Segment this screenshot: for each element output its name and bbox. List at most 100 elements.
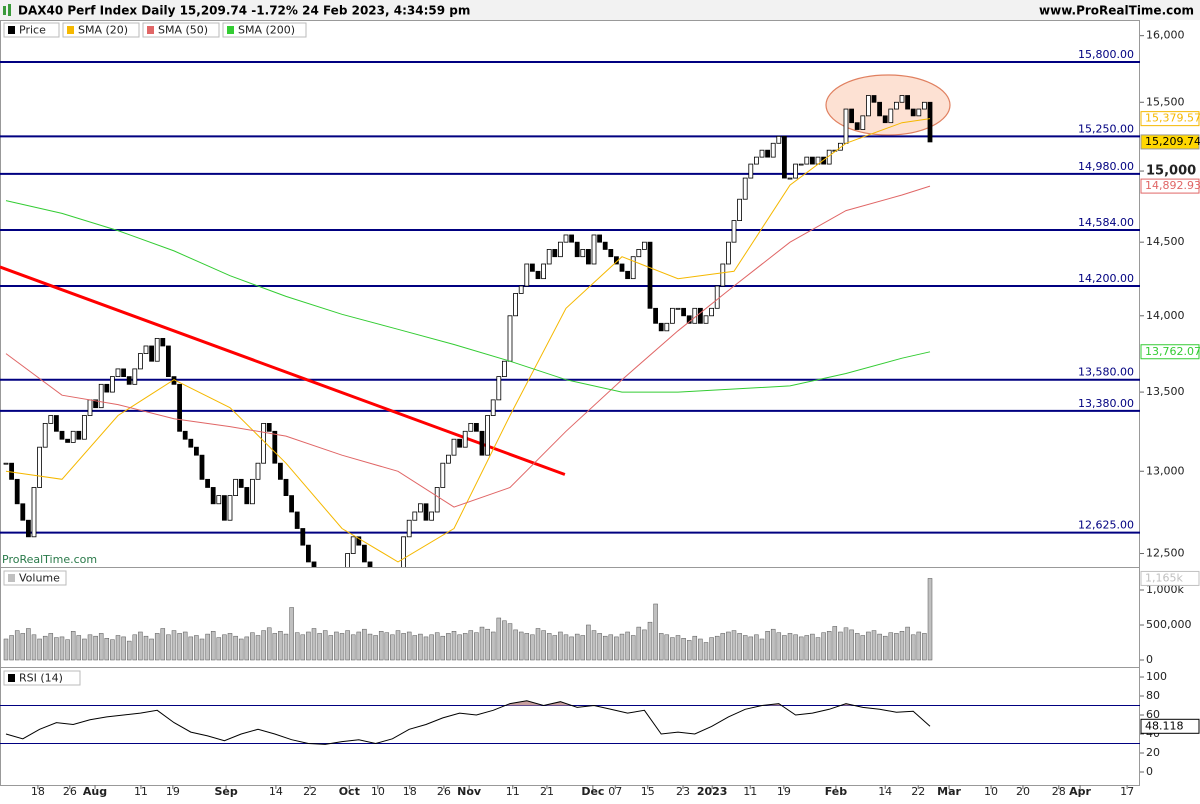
legend-box[interactable] xyxy=(3,22,60,38)
candle xyxy=(899,95,905,103)
candle xyxy=(132,368,138,385)
volume-bar xyxy=(843,627,849,661)
candle xyxy=(205,478,210,488)
legend-box[interactable] xyxy=(3,570,67,586)
value-tag xyxy=(1140,718,1200,734)
volume-bar xyxy=(748,636,754,661)
value-tag-label: 15,209.74 xyxy=(1145,135,1200,148)
y-tick-label: 13,000 xyxy=(1146,464,1185,477)
volume-bar xyxy=(132,634,138,661)
x-tick-label: 14 xyxy=(878,785,892,798)
volume-bar xyxy=(261,630,266,661)
volume-bar xyxy=(776,632,782,661)
candle xyxy=(104,383,110,393)
volume-bar xyxy=(591,630,597,661)
volume-bar xyxy=(698,638,703,661)
candle xyxy=(653,307,658,324)
legend-box[interactable] xyxy=(142,22,220,38)
legend-label[interactable]: SMA (20) xyxy=(78,24,128,37)
volume-bar xyxy=(70,631,76,661)
volume-bar xyxy=(171,630,177,661)
candle xyxy=(765,149,770,158)
legend-box[interactable] xyxy=(3,670,81,686)
volume-bar xyxy=(899,631,905,661)
candle xyxy=(664,322,670,332)
header-bar xyxy=(0,0,1200,20)
volume-bar xyxy=(395,630,401,661)
legend-label[interactable]: SMA (50) xyxy=(158,24,208,37)
volume-bar xyxy=(602,635,608,661)
candle xyxy=(65,438,70,443)
value-tag-label: 13,762.07 xyxy=(1145,345,1200,358)
candle xyxy=(636,249,642,258)
candle xyxy=(149,345,154,362)
y-tick-label: 500,000 xyxy=(1146,618,1192,631)
candle xyxy=(507,315,513,362)
volume-bar xyxy=(866,631,871,661)
legend-label[interactable]: SMA (200) xyxy=(238,24,295,37)
candle xyxy=(591,234,597,265)
candle xyxy=(434,487,440,513)
x-tick-label: 19 xyxy=(777,785,791,798)
candle xyxy=(837,142,843,151)
volume-bar xyxy=(860,635,866,661)
volume-bar xyxy=(849,629,854,661)
candle xyxy=(809,156,815,165)
candle xyxy=(115,368,121,378)
volume-bar xyxy=(76,635,82,661)
candle xyxy=(81,415,87,440)
legend-label[interactable]: Volume xyxy=(19,572,60,585)
y-tick-label: 16,000 xyxy=(1146,29,1185,42)
y-tick-label: 15,500 xyxy=(1146,95,1185,108)
candle xyxy=(798,163,804,166)
legend-swatch xyxy=(67,26,74,34)
legend-swatch xyxy=(8,26,15,34)
candle xyxy=(20,503,26,521)
volume-bar xyxy=(681,638,686,661)
legend-box[interactable] xyxy=(62,22,140,38)
volume-bar xyxy=(350,634,356,661)
volume-bar xyxy=(42,635,48,661)
candle xyxy=(221,495,227,521)
volume-bar xyxy=(468,630,474,661)
volume-bar xyxy=(227,633,233,661)
candle xyxy=(877,101,882,117)
candle xyxy=(529,263,535,272)
legend-box[interactable] xyxy=(222,22,307,38)
volume-bar xyxy=(3,638,9,661)
candle xyxy=(462,430,468,448)
volume-bar xyxy=(642,629,647,661)
volume-bar xyxy=(916,631,922,661)
volume-bar xyxy=(434,632,440,661)
candle xyxy=(714,285,720,309)
candle xyxy=(323,579,327,588)
volume-bar xyxy=(328,635,334,661)
volume-bar xyxy=(826,631,832,661)
candle xyxy=(524,263,530,287)
volume-bar xyxy=(177,633,182,661)
candle xyxy=(781,135,787,179)
x-tick-label: 22 xyxy=(911,785,925,798)
volume-bar xyxy=(821,632,826,661)
candle xyxy=(905,95,910,110)
volume-bar xyxy=(93,635,98,661)
x-tick-label: 23 xyxy=(676,785,690,798)
candle xyxy=(518,285,524,294)
volume-bar xyxy=(770,628,776,661)
rsi-pane xyxy=(0,667,1140,786)
candle xyxy=(9,462,14,480)
legend-label[interactable]: Price xyxy=(19,24,46,37)
value-tag-label: 48.118 xyxy=(1145,719,1184,732)
volume-bar xyxy=(406,631,412,661)
trendline xyxy=(0,265,566,476)
candle xyxy=(770,142,776,158)
volume-bar xyxy=(149,638,154,661)
header-site[interactable]: www.ProRealTime.com xyxy=(1039,4,1194,18)
volume-bar xyxy=(216,637,222,661)
volume-bar xyxy=(26,628,31,661)
candle xyxy=(787,177,793,180)
x-tick-label: Sep xyxy=(214,785,237,798)
y-tick-label: 12,500 xyxy=(1146,547,1185,560)
candle xyxy=(669,307,675,324)
legend-label[interactable]: RSI (14) xyxy=(19,672,63,685)
